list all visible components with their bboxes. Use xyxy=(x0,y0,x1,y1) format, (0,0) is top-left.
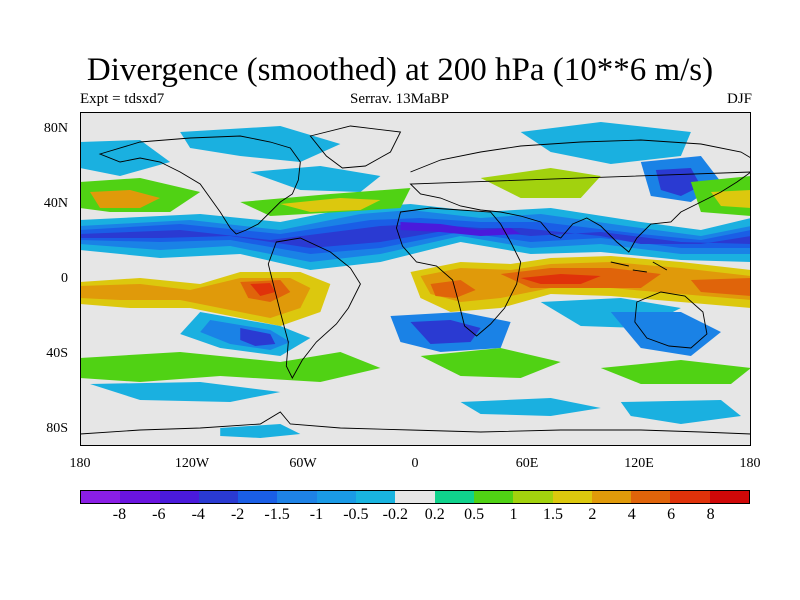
colorbar-swatch xyxy=(159,491,199,503)
colorbar-swatch xyxy=(356,491,396,503)
lat-tick-label: 40S xyxy=(46,346,68,361)
lat-tick-label: 0 xyxy=(61,271,68,286)
colorbar-swatch xyxy=(434,491,474,503)
colorbar-swatch xyxy=(120,491,160,503)
colorbar-label: 1.5 xyxy=(542,506,563,523)
colorbar-swatch xyxy=(552,491,592,503)
colorbar-label: -4 xyxy=(191,506,205,523)
chart-title: Divergence (smoothed) at 200 hPa (10**6 … xyxy=(86,52,714,88)
colorbar-swatch xyxy=(316,491,357,503)
colorbar-swatch xyxy=(591,491,632,503)
colorbar-label: -8 xyxy=(112,506,127,523)
colorbar-label: 6 xyxy=(667,506,676,523)
colorbar-swatch xyxy=(198,491,239,503)
lat-tick-label: 80S xyxy=(46,421,68,436)
lon-tick-label: 0 xyxy=(411,456,419,471)
colorbar-label: -2 xyxy=(230,506,245,523)
colorbar-label: -0.5 xyxy=(343,506,369,523)
lon-tick-label: 180 xyxy=(69,456,91,471)
lon-tick-label: 60E xyxy=(515,456,539,471)
lat-tick-label: 40N xyxy=(43,196,68,211)
lat-tick-label: 80N xyxy=(43,121,68,136)
divergence-contours xyxy=(80,122,751,438)
lon-tick-label: 120W xyxy=(174,456,210,471)
colorbar-swatch xyxy=(238,491,278,503)
season-label: DJF xyxy=(726,91,752,107)
colorbar-label: -1.5 xyxy=(264,506,290,523)
lon-tick-label: 120E xyxy=(624,456,654,471)
colorbar-swatch xyxy=(513,491,553,503)
coastlines xyxy=(80,125,751,435)
colorbar-label: -0.2 xyxy=(382,506,408,523)
colorbar-label: 4 xyxy=(627,506,636,523)
experiment-label: Expt = tdsxd7 xyxy=(80,91,165,107)
colorbar-swatch xyxy=(473,491,514,503)
colorbar-label: 0.2 xyxy=(424,506,445,523)
colorbar-swatch xyxy=(670,491,710,503)
colorbar xyxy=(80,490,750,504)
colorbar-label: 1 xyxy=(509,506,518,523)
lon-tick-label: 180 xyxy=(739,456,761,471)
lon-tick-label: 60W xyxy=(289,456,317,471)
divergence-map xyxy=(80,112,751,446)
colorbar-swatch xyxy=(709,491,750,503)
colorbar-swatch xyxy=(631,491,671,503)
colorbar-label: -6 xyxy=(152,506,166,523)
colorbar-label: 0.5 xyxy=(464,506,485,523)
colorbar-swatch xyxy=(395,491,435,503)
colorbar-swatch xyxy=(277,491,317,503)
colorbar-label: 2 xyxy=(588,506,597,523)
colorbar-swatch xyxy=(81,491,121,503)
colorbar-label: -1 xyxy=(309,506,324,523)
period-label: Serrav. 13MaBP xyxy=(350,91,450,107)
map-border xyxy=(80,112,751,446)
colorbar-label: 8 xyxy=(706,506,715,523)
